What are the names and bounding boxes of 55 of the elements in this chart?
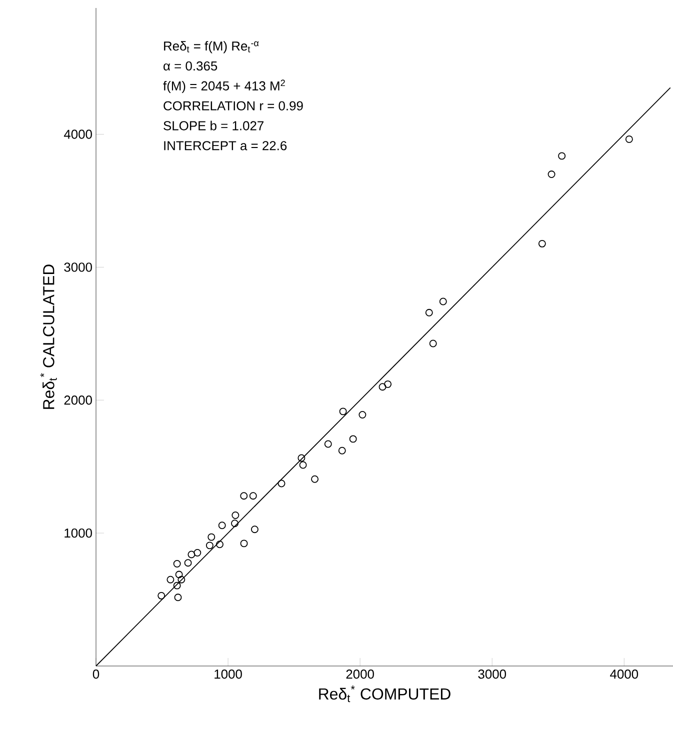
- y-tick-label: 2000: [64, 396, 92, 405]
- y-tick-label: 3000: [64, 262, 92, 272]
- point: [175, 570, 183, 578]
- y-tick-label: 4000: [64, 130, 92, 139]
- point: [250, 526, 258, 534]
- point: [178, 576, 186, 584]
- x-tick-label: 4000: [610, 670, 638, 679]
- point: [249, 492, 257, 500]
- point: [429, 340, 437, 348]
- x-tick-label: 0: [92, 670, 100, 679]
- point: [188, 550, 196, 558]
- annotation: Reδ$_{t}$ = f(M) Re$_{t}$-α: [164, 41, 259, 54]
- x-tick-label: 2000: [346, 670, 374, 679]
- point: [324, 440, 332, 448]
- point: [425, 308, 433, 316]
- point: [439, 298, 447, 306]
- annotation: CORRELATION r = 0.99: [164, 101, 303, 110]
- annotation: INTERCEPT a = 22.6: [164, 141, 287, 150]
- point: [339, 408, 347, 416]
- point: [174, 594, 182, 602]
- y-tick-label: 1000: [64, 528, 92, 538]
- point: [240, 492, 248, 500]
- point: [558, 152, 566, 160]
- point: [184, 559, 192, 567]
- point: [538, 240, 546, 248]
- point: [218, 522, 226, 530]
- point: [338, 446, 346, 454]
- point: [232, 512, 240, 519]
- annotation: SLOPE b = 1.027: [164, 120, 264, 130]
- point: [349, 435, 357, 443]
- point: [166, 576, 174, 584]
- point: [173, 560, 181, 568]
- point: [358, 411, 366, 418]
- point: [206, 542, 214, 550]
- point: [298, 454, 306, 462]
- x-tick-label: 1000: [214, 670, 242, 679]
- point: [299, 461, 307, 469]
- point: [548, 170, 556, 178]
- point: [231, 520, 239, 528]
- y-axis-title: Reδ$_{t}$$^{*}$ CALCULATED: [40, 264, 57, 409]
- point: [378, 383, 386, 391]
- point: [384, 380, 392, 388]
- point: [158, 592, 166, 600]
- point: [625, 135, 633, 143]
- point: [208, 533, 216, 541]
- point: [311, 475, 319, 483]
- annotation: f(M) = 2045 + 413 M$^{2}$: [163, 80, 285, 94]
- point: [240, 540, 248, 548]
- x-axis-title: Reδ$_{t}$$^{*}$ COMPUTED: [319, 686, 450, 702]
- point: [173, 582, 181, 590]
- point: [194, 549, 202, 556]
- x-tick-label: 3000: [478, 670, 506, 679]
- point: [216, 540, 224, 548]
- annotation: α = 0.365: [164, 61, 218, 71]
- point: [278, 480, 286, 488]
